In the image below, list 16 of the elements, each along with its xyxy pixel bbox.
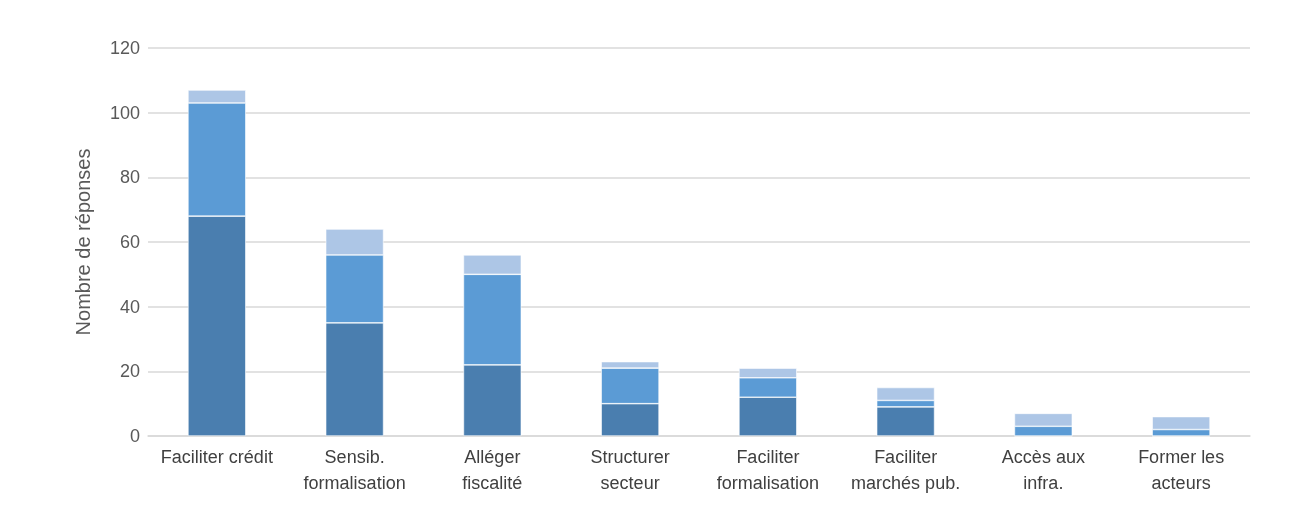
x-tick-label: Former les acteurs xyxy=(1138,447,1225,493)
x-tick-label: Faciliter formalisation xyxy=(716,447,819,493)
y-tick-label: 120 xyxy=(109,38,140,58)
x-tick-label: Alléger fiscalité xyxy=(462,447,523,493)
x-tick-label: Faciliter crédit xyxy=(160,447,273,467)
y-tick-label: 80 xyxy=(119,167,140,188)
y-tick-label: 100 xyxy=(109,102,140,123)
y-tick-label: 60 xyxy=(119,232,140,252)
y-axis-title: Nombre de réponses xyxy=(72,148,94,336)
x-tick-label: Sensib. formalisation xyxy=(303,447,406,493)
y-tick-label: 20 xyxy=(119,361,140,382)
x-tick-label: Faciliter marchés pub. xyxy=(851,447,961,493)
x-tick-label: Structurer secteur xyxy=(590,447,670,493)
x-tick-label: Accès aux infra. xyxy=(1001,447,1085,493)
y-tick-label: 0 xyxy=(129,426,140,446)
y-tick-label: 40 xyxy=(119,296,140,317)
